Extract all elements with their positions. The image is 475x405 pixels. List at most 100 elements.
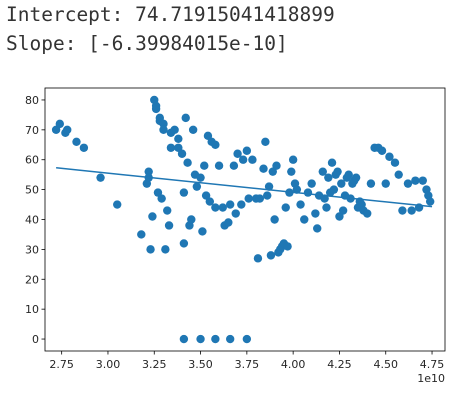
data-point bbox=[225, 200, 235, 209]
data-point bbox=[377, 146, 387, 155]
data-point bbox=[214, 161, 224, 170]
scatter-plot: 0 10 20 30 40 50 60 70 80 2.75 3.00 3.25 3.50 3.75 4.… bbox=[25, 87, 446, 385]
y-tick-label: 20 bbox=[25, 273, 39, 286]
intercept-output-line: Intercept: 74.71915041418899 bbox=[6, 3, 335, 26]
data-point bbox=[351, 173, 361, 182]
data-point bbox=[248, 155, 257, 164]
data-point bbox=[72, 137, 81, 146]
caption-strip bbox=[0, 396, 475, 405]
y-tick-label: 70 bbox=[25, 124, 39, 137]
data-point bbox=[403, 179, 413, 188]
data-point bbox=[327, 158, 337, 167]
data-point bbox=[324, 173, 333, 182]
data-point bbox=[137, 230, 146, 239]
data-point bbox=[170, 125, 179, 135]
data-point bbox=[211, 140, 220, 149]
x-tick-label: 3.25 bbox=[142, 358, 167, 371]
regression-line bbox=[56, 167, 433, 208]
data-point bbox=[272, 161, 281, 170]
data-point bbox=[151, 101, 161, 111]
axes-frame bbox=[44, 87, 446, 352]
data-point bbox=[79, 143, 89, 152]
data-point bbox=[211, 203, 220, 212]
data-point bbox=[233, 149, 242, 158]
x-axis-ticks: 2.75 3.00 3.25 3.50 3.75 4.00 4.25 4.50 4.75 bbox=[49, 351, 444, 371]
data-point bbox=[270, 215, 279, 224]
x-tick-label: 3.00 bbox=[96, 358, 121, 371]
y-tick-label: 0 bbox=[32, 333, 39, 346]
data-point bbox=[164, 221, 174, 230]
data-point bbox=[96, 173, 105, 182]
data-point bbox=[161, 245, 170, 254]
data-point bbox=[179, 239, 189, 248]
data-point bbox=[238, 155, 248, 164]
data-point bbox=[237, 200, 246, 209]
data-point bbox=[242, 334, 252, 344]
data-point bbox=[253, 254, 263, 263]
data-point bbox=[255, 194, 265, 203]
data-point bbox=[303, 188, 313, 197]
data-point bbox=[337, 179, 346, 188]
data-point bbox=[344, 170, 353, 179]
data-point bbox=[244, 194, 253, 203]
data-point bbox=[266, 251, 276, 260]
data-point bbox=[205, 197, 215, 206]
y-tick-label: 60 bbox=[25, 154, 39, 167]
slope-output-line: Slope: [-6.39984015e-10] bbox=[6, 32, 288, 55]
data-point bbox=[157, 194, 166, 203]
data-point bbox=[166, 143, 176, 152]
data-point bbox=[188, 125, 198, 135]
data-point bbox=[318, 167, 327, 176]
y-tick-label: 40 bbox=[25, 214, 39, 227]
data-point bbox=[398, 206, 407, 215]
x-tick-label: 3.50 bbox=[188, 358, 213, 371]
data-point bbox=[144, 167, 153, 176]
data-point bbox=[287, 167, 296, 176]
data-point bbox=[300, 215, 309, 224]
data-point bbox=[288, 155, 298, 164]
data-point bbox=[418, 176, 427, 185]
data-point bbox=[177, 149, 187, 158]
x-tick-label: 2.75 bbox=[49, 358, 74, 371]
data-point bbox=[283, 242, 292, 251]
data-point bbox=[322, 203, 331, 212]
regression-line-group bbox=[56, 167, 433, 208]
data-point bbox=[174, 134, 183, 144]
data-point bbox=[390, 158, 400, 167]
data-point bbox=[381, 179, 390, 188]
x-tick-label: 3.75 bbox=[235, 358, 260, 371]
data-point bbox=[296, 200, 305, 209]
data-point bbox=[259, 164, 268, 173]
data-point bbox=[281, 203, 290, 212]
data-point bbox=[163, 206, 172, 215]
data-point bbox=[225, 334, 235, 344]
x-tick-label: 4.50 bbox=[373, 358, 398, 371]
data-point bbox=[198, 227, 207, 236]
data-point bbox=[179, 188, 189, 197]
x-offset-label: 1e10 bbox=[417, 372, 445, 385]
data-point bbox=[211, 334, 220, 344]
data-point bbox=[329, 185, 339, 194]
data-point bbox=[159, 119, 168, 129]
data-point bbox=[338, 206, 348, 215]
data-point bbox=[411, 176, 420, 185]
y-tick-label: 10 bbox=[25, 303, 39, 316]
data-point bbox=[407, 206, 416, 215]
data-point bbox=[333, 167, 342, 176]
data-point bbox=[200, 161, 209, 170]
x-tick-label: 4.75 bbox=[420, 358, 445, 371]
y-tick-label: 80 bbox=[25, 94, 39, 107]
data-point bbox=[218, 203, 227, 212]
data-point bbox=[261, 137, 270, 146]
data-point bbox=[192, 182, 202, 191]
data-point bbox=[394, 170, 403, 179]
data-point bbox=[307, 179, 316, 188]
data-point bbox=[425, 197, 435, 206]
data-point bbox=[242, 146, 252, 155]
data-point bbox=[113, 200, 122, 209]
data-point bbox=[263, 191, 272, 200]
data-point bbox=[63, 125, 72, 135]
data-point bbox=[148, 212, 157, 221]
data-point bbox=[146, 245, 155, 254]
data-point bbox=[229, 161, 239, 170]
